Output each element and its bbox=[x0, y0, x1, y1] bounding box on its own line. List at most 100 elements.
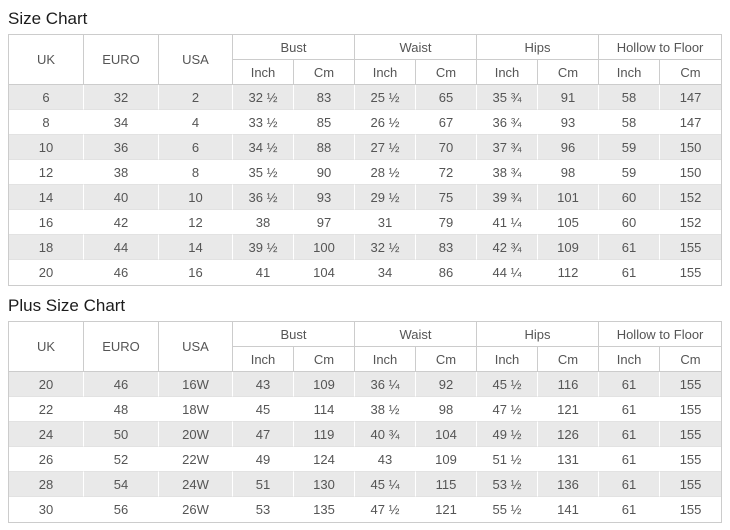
table-cell: 36 ¼ bbox=[355, 372, 417, 397]
unit-header-waist-cm: Cm bbox=[416, 60, 478, 85]
table-cell: 85 bbox=[294, 110, 356, 135]
table-cell: 115 bbox=[416, 472, 478, 497]
table-cell: 98 bbox=[538, 160, 600, 185]
table-cell: 51 bbox=[233, 472, 294, 497]
table-cell: 44 bbox=[84, 235, 159, 260]
table-cell: 90 bbox=[294, 160, 356, 185]
table-cell: 8 bbox=[9, 110, 84, 135]
table-cell: 38 ½ bbox=[355, 397, 417, 422]
plus-size-chart-table-mount: UK EURO USA Bust Waist Hips Hollow to Floor Inc… bbox=[8, 321, 723, 523]
table-cell: 86 bbox=[416, 260, 478, 285]
table-cell: 101 bbox=[538, 185, 600, 210]
table-cell: 49 bbox=[233, 447, 294, 472]
table-cell: 36 ¾ bbox=[477, 110, 539, 135]
table-cell: 61 bbox=[599, 235, 661, 260]
table-cell: 155 bbox=[679, 265, 702, 280]
table-cell: 2 bbox=[159, 85, 233, 110]
table-cell: 12 bbox=[9, 160, 84, 185]
table-cell: 12 bbox=[159, 210, 233, 235]
table-cell: 26 ½ bbox=[355, 110, 417, 135]
table-cell: 16 bbox=[9, 210, 84, 235]
table-row: 8 34 4 33 ½ 85 26 ½ 67 36 ¾ 93 58 147 bbox=[9, 110, 722, 135]
table-cell: 55 ½ bbox=[477, 497, 539, 522]
table-cell: 58 bbox=[599, 85, 661, 110]
table-cell: 18W bbox=[159, 397, 233, 422]
unit-header-waist-cm: Cm bbox=[416, 347, 478, 372]
table-cell: 42 bbox=[84, 210, 159, 235]
table-cell: 88 bbox=[294, 135, 356, 160]
size-chart-table-mount: UK EURO USA Bust Waist Hips Hollow to Floor Inc… bbox=[8, 34, 723, 286]
table-cell: 34 bbox=[84, 110, 159, 135]
size-chart-section: Size Chart UK EURO USA Bust Waist Hips Hollow … bbox=[8, 9, 723, 286]
table-cell: 104 bbox=[416, 422, 478, 447]
table-cell: 10 bbox=[159, 185, 233, 210]
table-cell: 61 bbox=[599, 447, 661, 472]
table-cell: 25 ½ bbox=[355, 85, 417, 110]
table-cell: 53 ½ bbox=[477, 472, 539, 497]
table-cell: 29 ½ bbox=[355, 185, 417, 210]
table-cell: 75 bbox=[416, 185, 478, 210]
table-cell: 20 bbox=[9, 372, 84, 397]
table-cell: 14 bbox=[9, 185, 84, 210]
table-cell: 35 ½ bbox=[233, 160, 294, 185]
table-cell: 91 bbox=[538, 85, 600, 110]
table-cell: 114 bbox=[294, 397, 356, 422]
table-cell: 47 bbox=[233, 422, 294, 447]
table-row: 20 46 16 41 104 34 86 44 ¼ 112 61 155 bbox=[9, 260, 721, 285]
table-cell: 39 ¾ bbox=[477, 185, 539, 210]
table-cell: 47 ½ bbox=[355, 497, 417, 522]
table-row: 14 40 10 36 ½ 93 29 ½ 75 39 ¾ 101 60 152 bbox=[9, 185, 722, 210]
unit-header-hips-cm: Cm bbox=[538, 347, 600, 372]
table-cell: 83 bbox=[294, 85, 356, 110]
table-cell: 18 bbox=[9, 235, 84, 260]
unit-header-bust-inch: Inch bbox=[233, 347, 294, 372]
group-header-hips: Hips bbox=[477, 35, 600, 60]
table-cell: 43 bbox=[355, 447, 417, 472]
table-cell: 155 bbox=[679, 502, 702, 517]
table-row: 20 46 16W 43 109 36 ¼ 92 45 ½ 116 61 155 bbox=[9, 372, 722, 397]
column-header-euro: EURO bbox=[84, 322, 159, 372]
plus-size-chart-title: Plus Size Chart bbox=[8, 296, 126, 315]
table-cell: 32 bbox=[84, 85, 159, 110]
table-cell: 40 ¾ bbox=[355, 422, 417, 447]
table-cell: 49 ½ bbox=[477, 422, 539, 447]
table-cell: 109 bbox=[416, 447, 478, 472]
table-cell: 34 ½ bbox=[233, 135, 294, 160]
table-cell: 38 ¾ bbox=[477, 160, 539, 185]
table-cell: 131 bbox=[538, 447, 600, 472]
table-row: 18 44 14 39 ½ 100 32 ½ 83 42 ¾ 109 61 155 bbox=[9, 235, 722, 260]
table-cell: 92 bbox=[416, 372, 478, 397]
table-cell: 70 bbox=[416, 135, 478, 160]
table-cell: 58 bbox=[599, 110, 661, 135]
table-cell: 30 bbox=[9, 497, 84, 522]
table-cell: 136 bbox=[538, 472, 600, 497]
table-cell: 43 bbox=[233, 372, 294, 397]
table-cell: 61 bbox=[599, 260, 661, 285]
table-cell: 48 bbox=[84, 397, 159, 422]
table-cell: 53 bbox=[233, 497, 294, 522]
table-cell: 6 bbox=[9, 85, 84, 110]
table-cell: 16W bbox=[159, 372, 233, 397]
table-cell: 36 bbox=[84, 135, 159, 160]
column-header-uk: UK bbox=[9, 35, 84, 85]
table-cell: 155 bbox=[660, 472, 722, 497]
table-cell: 109 bbox=[538, 235, 600, 260]
unit-header-waist-inch: Inch bbox=[355, 347, 417, 372]
table-cell: 45 bbox=[233, 397, 294, 422]
table-cell: 39 ½ bbox=[233, 235, 294, 260]
table-cell: 147 bbox=[660, 110, 722, 135]
table-cell: 116 bbox=[538, 372, 600, 397]
table-cell: 50 bbox=[84, 422, 159, 447]
table-cell: 61 bbox=[599, 497, 661, 522]
table-cell: 26 bbox=[9, 447, 84, 472]
table-cell: 46 bbox=[84, 260, 159, 285]
group-header-hollow-to-floor: Hollow to Floor bbox=[599, 322, 722, 347]
table-cell: 61 bbox=[599, 472, 661, 497]
table-cell: 22W bbox=[159, 447, 233, 472]
table-cell: 56 bbox=[84, 497, 159, 522]
table-cell: 35 ¾ bbox=[477, 85, 539, 110]
table-cell: 119 bbox=[294, 422, 356, 447]
table-cell: 4 bbox=[159, 110, 233, 135]
table-cell: 20 bbox=[9, 260, 84, 285]
table-cell: 152 bbox=[660, 185, 722, 210]
